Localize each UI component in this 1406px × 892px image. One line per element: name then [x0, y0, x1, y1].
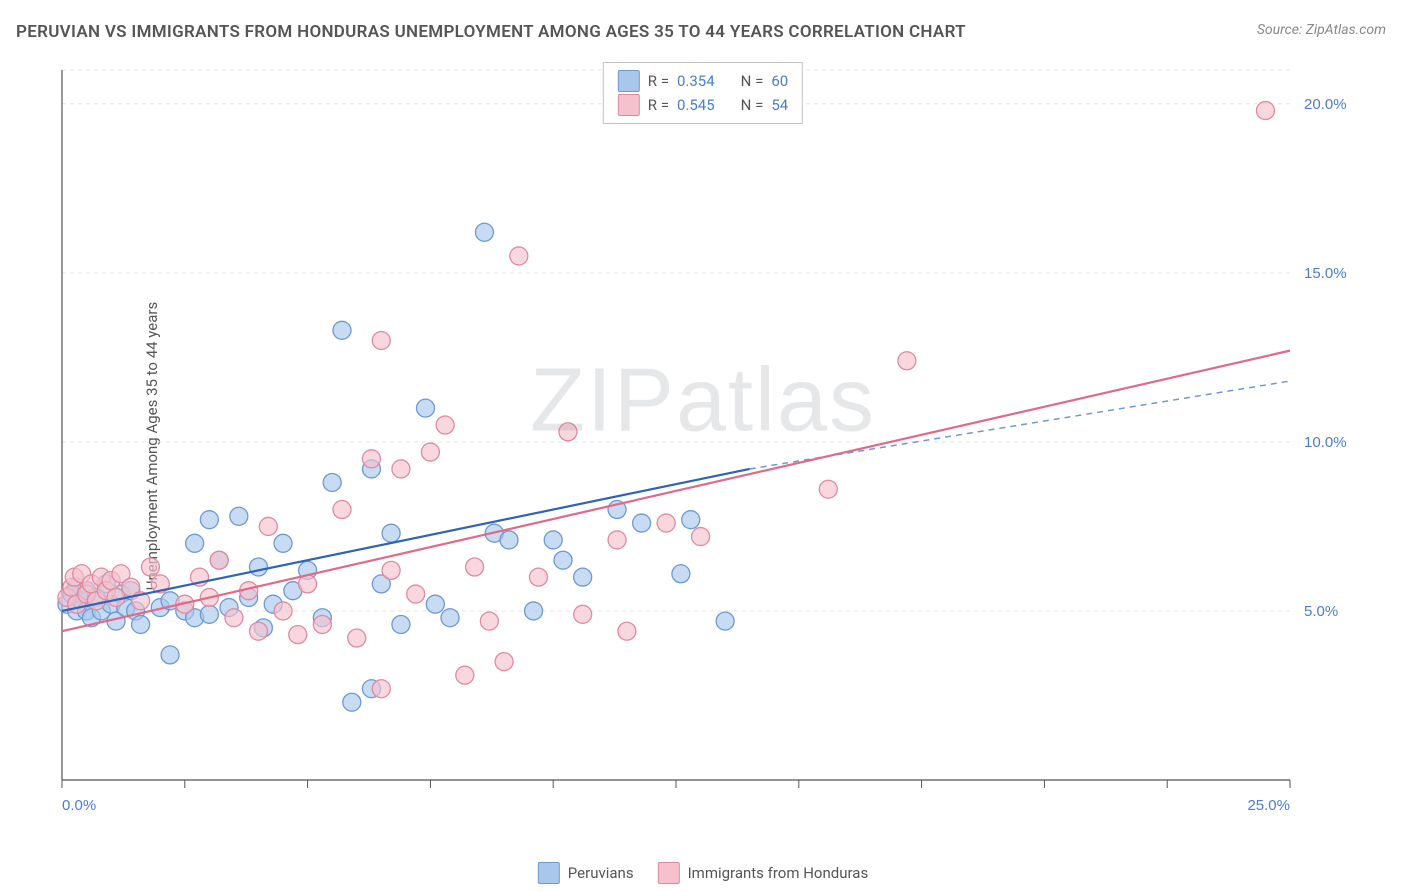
- correlation-scatter-chart: 5.0% 10.0% 15.0% 20.0% 0.0% 25.0%: [50, 58, 1370, 832]
- swatch-pink: [618, 94, 640, 116]
- n-val-1: 60: [771, 72, 788, 90]
- legend-item-1: Peruvians: [538, 862, 634, 884]
- r-label-2: R =: [648, 96, 669, 114]
- svg-text:10.0%: 10.0%: [1304, 434, 1347, 451]
- swatch-blue: [618, 70, 640, 92]
- chart-title: PERUVIAN VS IMMIGRANTS FROM HONDURAS UNE…: [16, 22, 966, 42]
- svg-text:25.0%: 25.0%: [1247, 797, 1290, 814]
- stats-row-1: R = 0.354 N = 60: [618, 69, 788, 93]
- source-label: Source: ZipAtlas.com: [1257, 22, 1386, 38]
- series-legend: Peruvians Immigrants from Honduras: [538, 862, 868, 884]
- legend-label-2: Immigrants from Honduras: [688, 864, 869, 882]
- legend-item-2: Immigrants from Honduras: [658, 862, 869, 884]
- swatch-pink-2: [658, 862, 680, 884]
- stats-row-2: R = 0.545 N = 54: [618, 93, 788, 117]
- r-val-2: 0.545: [677, 96, 715, 114]
- r-label-1: R =: [648, 72, 669, 90]
- svg-text:20.0%: 20.0%: [1304, 96, 1347, 113]
- r-val-1: 0.354: [677, 72, 715, 90]
- legend-label-1: Peruvians: [568, 864, 634, 882]
- n-val-2: 54: [771, 96, 788, 114]
- swatch-blue-2: [538, 862, 560, 884]
- n-label-2: N =: [741, 96, 764, 114]
- svg-text:5.0%: 5.0%: [1304, 603, 1338, 620]
- stats-legend: R = 0.354 N = 60 R = 0.545 N = 54: [603, 62, 803, 124]
- svg-text:15.0%: 15.0%: [1304, 265, 1347, 282]
- svg-text:0.0%: 0.0%: [62, 797, 96, 814]
- n-label-1: N =: [741, 72, 764, 90]
